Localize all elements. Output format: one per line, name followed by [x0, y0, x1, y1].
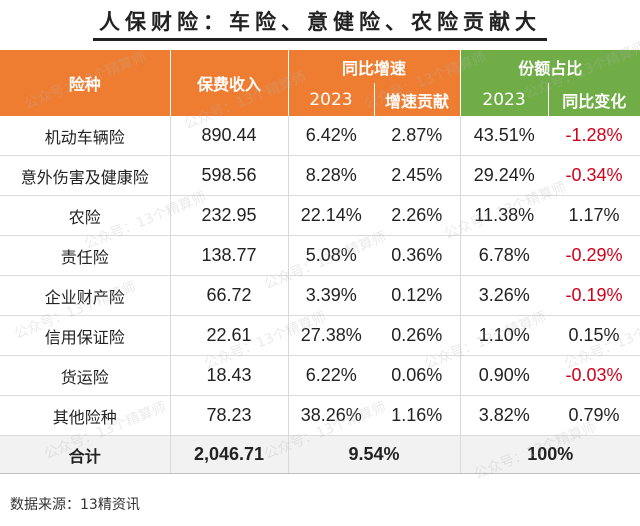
table-row: 责任险 138.77 5.08% 0.36% 6.78% -0.29% — [0, 235, 640, 276]
cell-contrib: 2.45% — [374, 155, 461, 196]
header-share-change: 同比变化 — [547, 83, 640, 116]
cell-growth: 38.26% — [287, 395, 374, 436]
table-body: 机动车辆险 890.44 6.42% 2.87% 43.51% -1.28% 意外伤害及健康… — [0, 116, 640, 474]
cell-premium: 22.61 — [169, 315, 288, 356]
cell-share: 1.10% — [459, 315, 549, 356]
cell-share: 43.51% — [459, 116, 549, 156]
cell-contrib: 0.12% — [374, 275, 461, 316]
header-share-year: 2023 — [459, 83, 549, 116]
cell-name: 其他险种 — [0, 395, 170, 436]
table-row: 意外伤害及健康险 598.56 8.28% 2.45% 29.24% -0.34% — [0, 155, 640, 196]
table-row: 农险 232.95 22.14% 2.26% 11.38% 1.17% — [0, 195, 640, 236]
cell-share: 29.24% — [459, 155, 549, 196]
header-growth-group: 同比增速 — [287, 50, 461, 83]
cell-name: 机动车辆险 — [0, 116, 170, 156]
title-area: 人保财险：车险、意健险、农险贡献大 — [0, 0, 640, 48]
premium-table: 险种 保费收入 同比增速 份额占比 2023 增速贡献 2023 同比变化 机动… — [0, 50, 640, 474]
cell-change: -0.29% — [548, 235, 640, 276]
cell-growth: 5.08% — [287, 235, 374, 276]
total-row: 合计 2,046.71 9.54% 100% — [0, 435, 640, 474]
cell-growth: 27.38% — [287, 315, 374, 356]
cell-premium: 66.72 — [169, 275, 288, 316]
total-growth: 9.54% — [287, 435, 461, 474]
cell-name: 信用保证险 — [0, 315, 170, 356]
cell-contrib: 0.06% — [374, 355, 461, 396]
cell-premium: 18.43 — [169, 355, 288, 396]
table-header: 险种 保费收入 同比增速 份额占比 2023 增速贡献 2023 同比变化 — [0, 50, 640, 116]
cell-share: 0.90% — [459, 355, 549, 396]
cell-name: 责任险 — [0, 235, 170, 276]
page-title: 人保财险：车险、意健险、农险贡献大 — [93, 6, 547, 41]
cell-share: 11.38% — [459, 195, 549, 236]
cell-growth: 3.39% — [287, 275, 374, 316]
cell-growth: 22.14% — [287, 195, 374, 236]
cell-contrib: 1.16% — [374, 395, 461, 436]
cell-change: 0.15% — [548, 315, 640, 356]
cell-share: 3.26% — [459, 275, 549, 316]
table-row: 信用保证险 22.61 27.38% 0.26% 1.10% 0.15% — [0, 315, 640, 356]
cell-contrib: 2.87% — [374, 116, 461, 156]
header-premium: 保费收入 — [169, 50, 288, 116]
cell-growth: 6.42% — [287, 116, 374, 156]
header-share-group: 份额占比 — [459, 50, 640, 83]
total-share: 100% — [459, 435, 640, 474]
cell-share: 3.82% — [459, 395, 549, 436]
table-row: 货运险 18.43 6.22% 0.06% 0.90% -0.03% — [0, 355, 640, 396]
cell-change: -0.34% — [548, 155, 640, 196]
cell-premium: 232.95 — [169, 195, 288, 236]
table-row: 企业财产险 66.72 3.39% 0.12% 3.26% -0.19% — [0, 275, 640, 316]
total-premium: 2,046.71 — [169, 435, 288, 474]
cell-growth: 6.22% — [287, 355, 374, 396]
cell-contrib: 0.26% — [374, 315, 461, 356]
cell-change: -0.19% — [548, 275, 640, 316]
cell-change: -0.03% — [548, 355, 640, 396]
cell-premium: 598.56 — [169, 155, 288, 196]
total-name: 合计 — [0, 435, 170, 474]
cell-name: 农险 — [0, 195, 170, 236]
cell-share: 6.78% — [459, 235, 549, 276]
cell-growth: 8.28% — [287, 155, 374, 196]
cell-premium: 78.23 — [169, 395, 288, 436]
cell-contrib: 0.36% — [374, 235, 461, 276]
cell-name: 货运险 — [0, 355, 170, 396]
header-growth-contrib: 增速贡献 — [373, 83, 461, 116]
cell-contrib: 2.26% — [374, 195, 461, 236]
table-row: 其他险种 78.23 38.26% 1.16% 3.82% 0.79% — [0, 395, 640, 436]
cell-premium: 890.44 — [169, 116, 288, 156]
header-type: 险种 — [0, 50, 170, 116]
header-growth-year: 2023 — [287, 83, 374, 116]
cell-name: 意外伤害及健康险 — [0, 155, 170, 196]
cell-name: 企业财产险 — [0, 275, 170, 316]
table-row: 机动车辆险 890.44 6.42% 2.87% 43.51% -1.28% — [0, 116, 640, 156]
cell-premium: 138.77 — [169, 235, 288, 276]
cell-change: 1.17% — [548, 195, 640, 236]
cell-change: -1.28% — [548, 116, 640, 156]
cell-change: 0.79% — [548, 395, 640, 436]
data-source: 数据来源：13精资讯 — [10, 497, 140, 513]
